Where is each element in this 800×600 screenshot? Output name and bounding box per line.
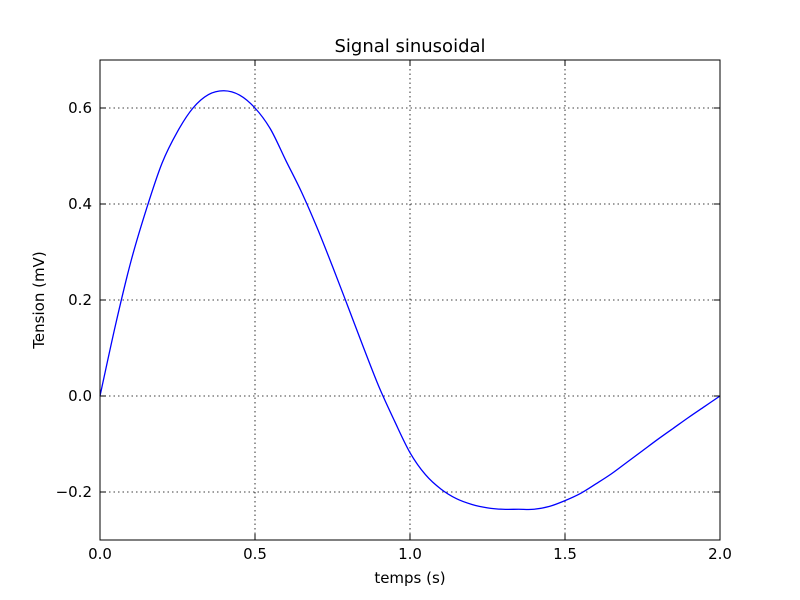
x-tick-label: 0.0 [88,545,112,563]
x-tick-label: 1.5 [553,545,577,563]
ticks [99,60,721,540]
y-tick-labels: −0.2 0.0 0.2 0.4 0.6 [56,99,92,501]
chart-title: Signal sinusoidal [334,36,485,57]
y-tick-label: 0.0 [68,387,92,405]
x-tick-labels: 0.0 0.5 1.0 1.5 2.0 [88,545,732,563]
y-tick-label: 0.2 [68,291,92,309]
y-axis-label: Tension (mV) [30,251,48,349]
series-line [99,90,721,511]
x-axis-label: temps (s) [374,569,445,587]
x-tick-label: 2.0 [708,545,732,563]
y-tick-label: 0.4 [68,195,92,213]
series-layer [99,90,721,511]
y-tick-label: 0.6 [68,99,92,117]
grid [99,60,721,540]
x-tick-label: 1.0 [398,545,422,563]
y-tick-label: −0.2 [56,483,92,501]
x-tick-label: 0.5 [243,545,267,563]
